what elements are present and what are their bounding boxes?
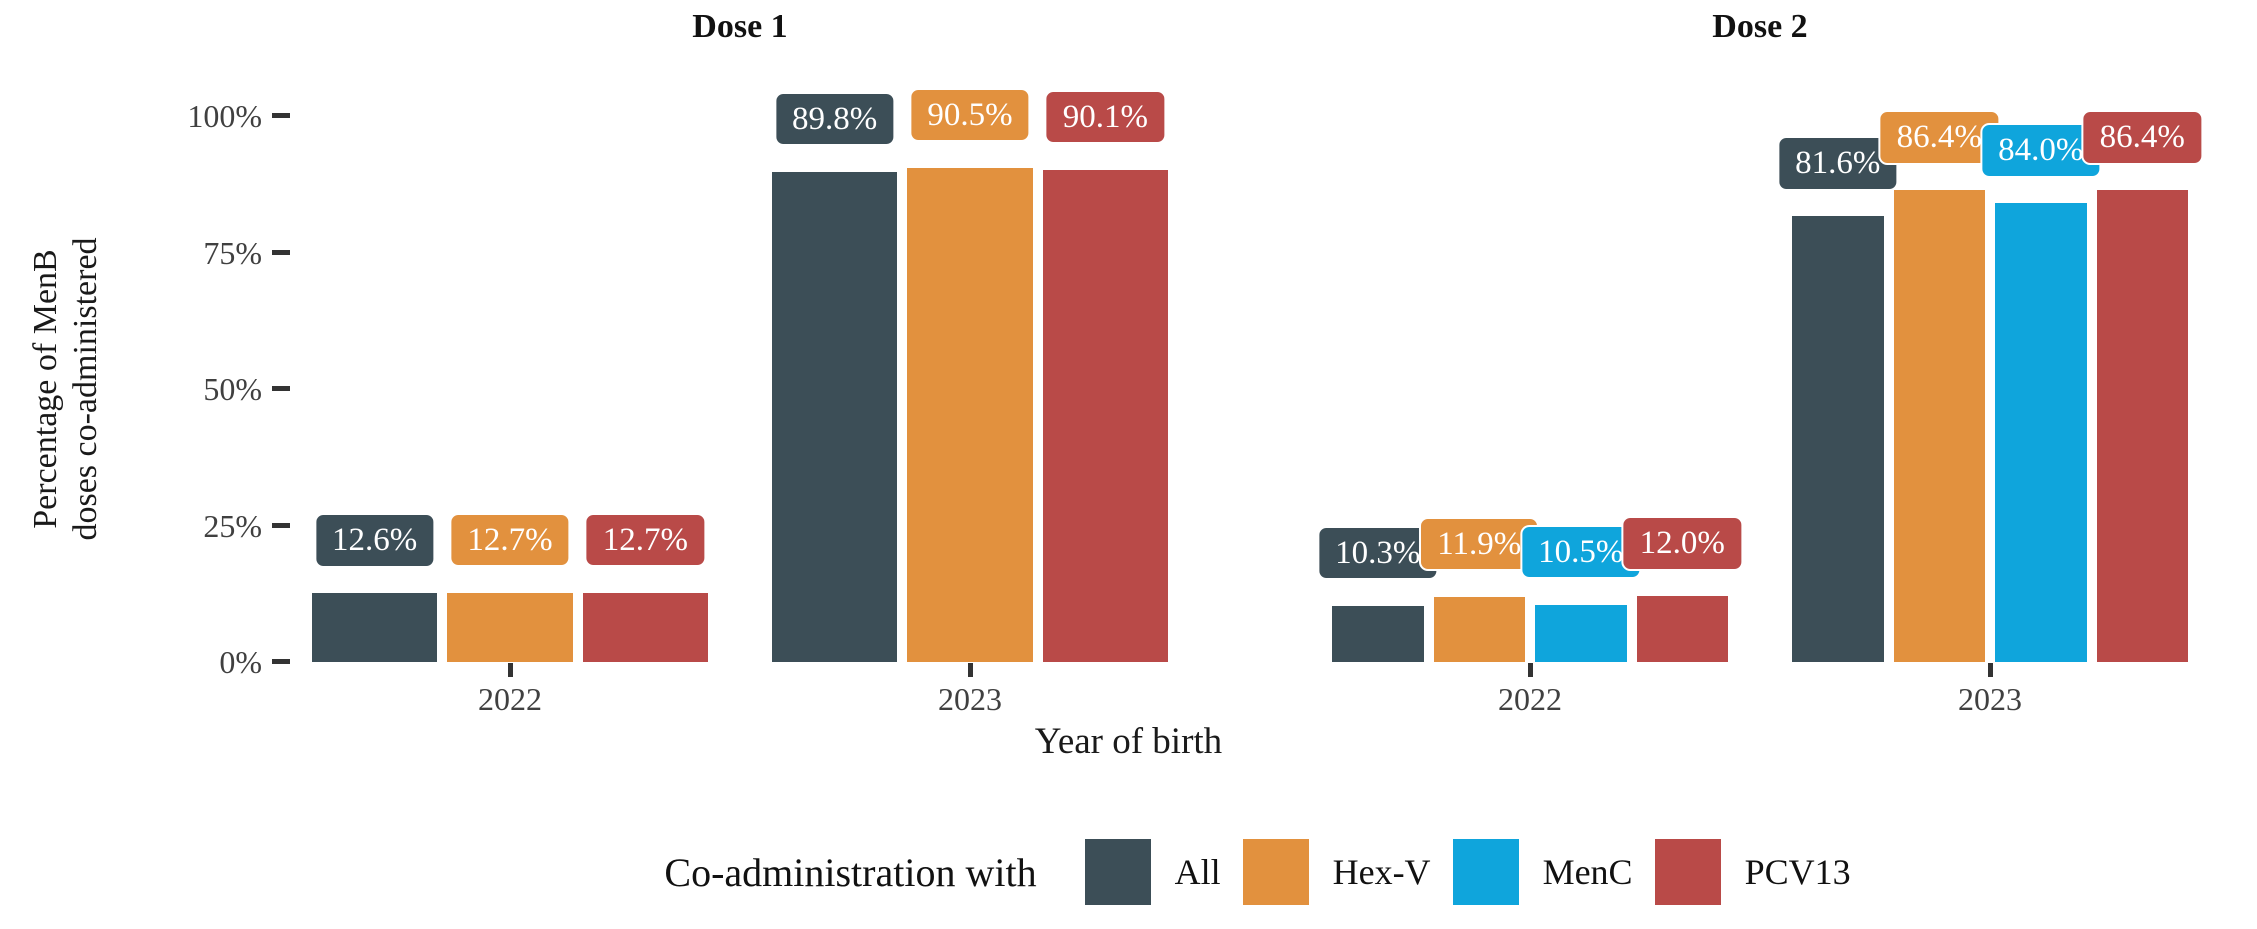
bar-value-label: 10.5% xyxy=(1520,524,1642,579)
x-axis-tick-mark xyxy=(1528,663,1533,677)
x-axis-tick-label: 2023 xyxy=(1958,681,2022,717)
bar-all xyxy=(1332,605,1424,662)
bar-pcv13 xyxy=(1636,596,1728,662)
bar-value-label: 12.7% xyxy=(584,512,706,567)
bar-menc xyxy=(1995,203,2087,662)
bar-value-label: 84.0% xyxy=(1980,123,2102,178)
legend-label: MenC xyxy=(1542,852,1633,892)
x-axis-tick-label: 2023 xyxy=(938,681,1002,717)
legend-item-pcv13: PCV13 xyxy=(1654,839,1851,905)
legend-swatch-hex-v xyxy=(1242,839,1309,905)
legend-item-all: All xyxy=(1084,839,1221,905)
y-axis-tick-label: 25% xyxy=(203,507,262,544)
legend-swatch-pcv13 xyxy=(1654,839,1721,905)
bar-hex-v xyxy=(907,167,1033,662)
bar-hex-v xyxy=(1433,597,1525,662)
y-axis-tick-label: 100% xyxy=(187,98,262,134)
y-axis-tick-label: 0% xyxy=(219,644,262,680)
bar-value-label: 90.5% xyxy=(909,87,1031,143)
legend-items: All Hex-V MenC PCV13 xyxy=(1084,839,1873,905)
bar-pcv13 xyxy=(582,592,708,662)
legend-item-hex-v: Hex-V xyxy=(1242,839,1431,905)
bar-value-label: 86.4% xyxy=(1878,110,2000,165)
bar-pcv13 xyxy=(1042,170,1168,662)
bar-value-label: 12.6% xyxy=(314,513,436,568)
bar-all xyxy=(1792,216,1884,662)
legend-swatch-menc xyxy=(1452,839,1519,905)
bar-hex-v xyxy=(1893,190,1985,662)
bar-menc xyxy=(1535,604,1627,662)
y-axis-tick-mark xyxy=(272,249,290,255)
legend-label: PCV13 xyxy=(1744,852,1851,892)
bar-hex-v xyxy=(447,592,573,662)
legend-item-menc: MenC xyxy=(1452,839,1633,905)
legend-title: Co-administration with xyxy=(664,849,1037,895)
facet-title-dose-2: Dose 2 xyxy=(1712,8,1808,45)
x-axis-title: Year of birth xyxy=(1034,721,1223,762)
bar-value-label: 90.1% xyxy=(1044,90,1166,145)
y-axis-title: Percentage of MenB doses co-administered xyxy=(26,237,104,541)
bar-pcv13 xyxy=(2096,190,2188,662)
y-axis-tick-label: 50% xyxy=(203,371,262,407)
x-axis-tick-mark xyxy=(1988,663,1993,677)
legend-label: All xyxy=(1174,852,1221,892)
legend: Co-administration with All Hex-V MenC PCV13 xyxy=(280,834,2257,910)
bar-value-label: 81.6% xyxy=(1777,136,1899,191)
y-axis-tick-mark xyxy=(272,113,290,118)
y-axis-tick-mark xyxy=(272,659,290,664)
y-axis-tick-mark xyxy=(272,386,290,391)
x-axis-tick-mark xyxy=(508,663,513,677)
legend-label: Hex-V xyxy=(1332,852,1431,892)
bar-value-label: 89.8% xyxy=(774,91,896,146)
facet-title-dose-1: Dose 1 xyxy=(692,8,788,45)
bar-value-label: 86.4% xyxy=(2081,110,2203,165)
x-axis-tick-mark xyxy=(968,663,973,677)
bar-all xyxy=(772,171,898,662)
y-axis-tick-label: 75% xyxy=(203,234,262,271)
bar-all xyxy=(312,593,438,662)
bar-value-label: 12.7% xyxy=(449,512,571,567)
bar-value-label: 11.9% xyxy=(1419,517,1540,572)
bar-value-label: 12.0% xyxy=(1621,516,1743,571)
x-axis-tick-label: 2022 xyxy=(478,681,542,717)
y-axis-tick-mark xyxy=(272,522,290,528)
x-axis-tick-label: 2022 xyxy=(1498,681,1562,717)
bar-value-label: 10.3% xyxy=(1317,525,1439,581)
legend-swatch-all xyxy=(1084,839,1151,905)
